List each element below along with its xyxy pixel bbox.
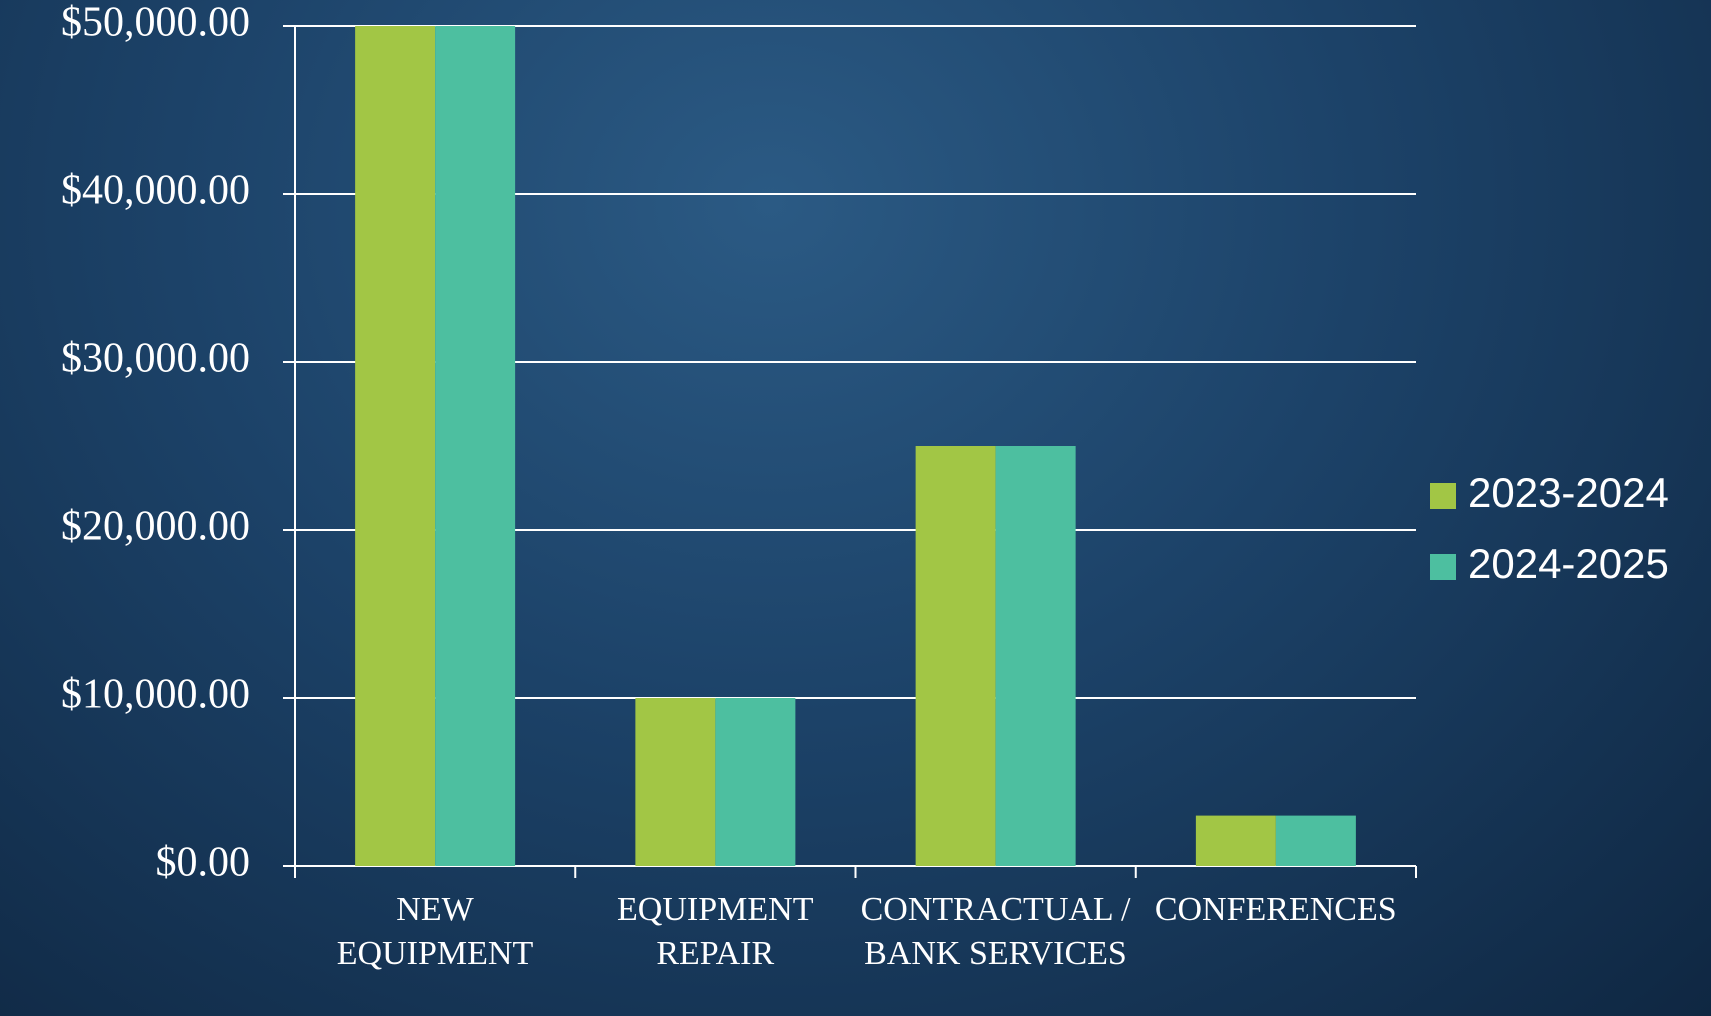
x-tick-label: EQUIPMENT REPAIR <box>617 891 814 972</box>
bar <box>715 698 796 866</box>
y-tick-label: $0.00 <box>156 840 251 886</box>
bar <box>635 698 716 866</box>
x-tick-label: CONTRACTUAL / BANK SERVICES <box>860 891 1131 972</box>
x-tick-label: CONFERENCES <box>1154 891 1397 928</box>
y-tick-label: $10,000.00 <box>61 672 250 718</box>
y-tick-label: $20,000.00 <box>61 504 250 550</box>
bar <box>435 26 516 866</box>
bar <box>355 26 436 866</box>
legend-label: 2023-2024 <box>1468 469 1669 516</box>
bar <box>915 446 996 866</box>
y-tick-label: $40,000.00 <box>61 168 250 214</box>
bar <box>1275 815 1356 866</box>
bar <box>1195 815 1276 866</box>
legend-label: 2024-2025 <box>1468 540 1669 587</box>
legend-swatch <box>1430 483 1456 509</box>
y-tick-label: $50,000.00 <box>61 0 250 46</box>
y-tick-label: $30,000.00 <box>61 336 250 382</box>
legend-swatch <box>1430 554 1456 580</box>
x-tick-label: NEW EQUIPMENT <box>336 891 534 972</box>
bar <box>995 446 1076 866</box>
